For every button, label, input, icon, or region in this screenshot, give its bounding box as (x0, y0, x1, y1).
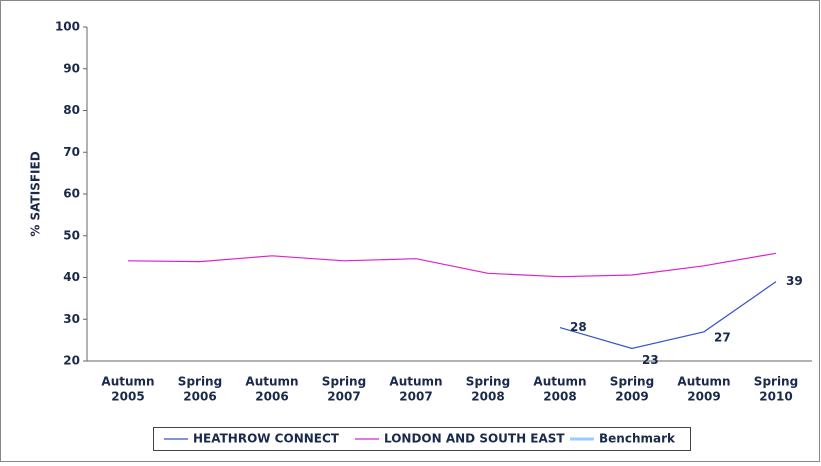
x-tick-label: Autumn (533, 375, 586, 389)
y-tick-label: 20 (63, 354, 80, 368)
data-label: 28 (570, 320, 587, 334)
y-tick-label: 60 (63, 187, 80, 201)
x-tick-label: 2009 (615, 390, 648, 404)
x-tick-label: 2007 (399, 390, 432, 404)
y-axis-label: % SATISFIED (29, 151, 43, 236)
x-tick-label: Autumn (677, 375, 730, 389)
x-tick-label: Spring (322, 375, 366, 389)
legend-box (153, 427, 691, 451)
legend-label: HEATHROW CONNECT (193, 432, 340, 446)
x-tick-label: Spring (754, 375, 798, 389)
x-tick-label: Spring (466, 375, 510, 389)
x-tick-label: 2006 (255, 390, 288, 404)
y-tick-label: 80 (63, 103, 80, 117)
y-tick-label: 100 (55, 20, 80, 34)
x-tick-label: Autumn (245, 375, 298, 389)
y-tick-label: 30 (63, 312, 80, 326)
x-tick-label: 2010 (759, 390, 792, 404)
data-label: 27 (714, 330, 731, 344)
x-tick-label: 2008 (471, 390, 504, 404)
x-tick-label: 2006 (183, 390, 216, 404)
series-line (559, 281, 777, 350)
legend-label: LONDON AND SOUTH EAST (384, 432, 565, 446)
x-tick-label: Autumn (101, 375, 154, 389)
data-label: 39 (786, 274, 803, 288)
data-label: 23 (642, 353, 659, 367)
y-tick-label: 50 (63, 228, 80, 242)
x-tick-label: 2005 (111, 390, 144, 404)
x-tick-label: Spring (610, 375, 654, 389)
x-tick-label: 2007 (327, 390, 360, 404)
x-tick-label: 2009 (687, 390, 720, 404)
series-line (127, 252, 777, 278)
y-tick-label: 70 (63, 145, 80, 159)
x-tick-label: 2008 (543, 390, 576, 404)
x-tick-label: Spring (178, 375, 222, 389)
legend-label: Benchmark (599, 432, 676, 446)
y-tick-label: 90 (63, 61, 80, 75)
y-tick-label: 40 (63, 270, 80, 284)
x-tick-label: Autumn (389, 375, 442, 389)
